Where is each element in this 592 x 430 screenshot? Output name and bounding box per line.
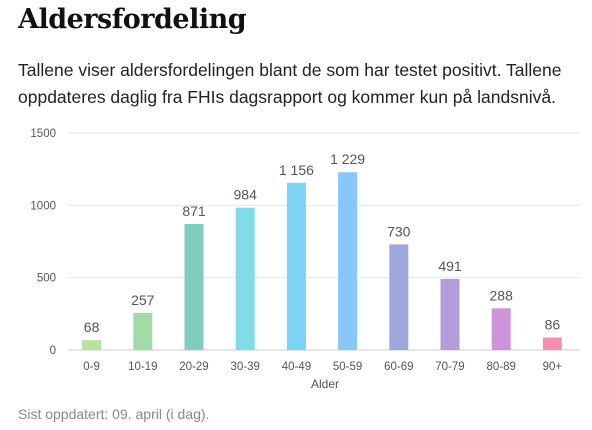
chart-description: Tallene viser aldersfordelingen blant de… [18,60,562,107]
value-label: 1 156 [279,162,314,178]
x-category-label: 0-9 [83,361,100,373]
value-labels: 68 257 871 984 1 156 1 229 730 491 288 86 [84,151,561,335]
value-label: 871 [182,203,206,219]
y-gridlines [68,132,580,351]
bar-10-19 [133,312,153,350]
x-category-label: 30-39 [230,361,259,373]
value-label: 257 [131,292,155,308]
value-label: 1 229 [330,151,365,167]
value-label: 491 [438,258,462,274]
last-updated-note: Sist oppdatert: 09. april (i dag). [18,406,210,422]
bar-60-69 [389,244,409,350]
bar-0-9 [82,340,102,350]
x-category-label: 80-89 [486,361,515,373]
y-tick-label: 1500 [30,128,56,140]
y-tick-label: 500 [37,273,56,285]
x-category-label: 40-49 [282,361,311,373]
value-label: 730 [387,223,411,239]
x-category-label: 70-79 [435,361,464,373]
page-title: Aldersfordeling [18,4,247,35]
bars [82,172,562,350]
value-label: 68 [84,319,100,335]
bar-50-59 [338,172,358,350]
x-category-label: 50-59 [333,361,362,373]
bar-20-29 [184,223,204,350]
age-distribution-chart: 0 500 1000 1500 68 257 871 984 1 156 1 229 730 491… [30,128,580,391]
value-label: 984 [234,187,258,203]
value-label: 86 [545,317,561,333]
bar-80-89 [491,308,511,350]
x-category-label: 10-19 [128,361,157,373]
bar-30-39 [235,207,255,350]
bar-90+ [542,337,562,350]
bar-70-79 [440,278,460,350]
x-category-label: 60-69 [384,361,413,373]
y-tick-label: 0 [50,345,56,357]
y-tick-label: 1000 [30,200,56,212]
y-axis-ticks: 0 500 1000 1500 [30,128,56,357]
x-category-label: 20-29 [179,361,208,373]
x-axis-title: Alder [311,377,339,391]
x-category-label: 90+ [543,361,563,373]
value-label: 288 [490,287,514,303]
x-axis-categories: 0-9 10-19 20-29 30-39 40-49 50-59 60-69 70-79 80… [83,361,562,373]
bar-40-49 [286,182,306,350]
